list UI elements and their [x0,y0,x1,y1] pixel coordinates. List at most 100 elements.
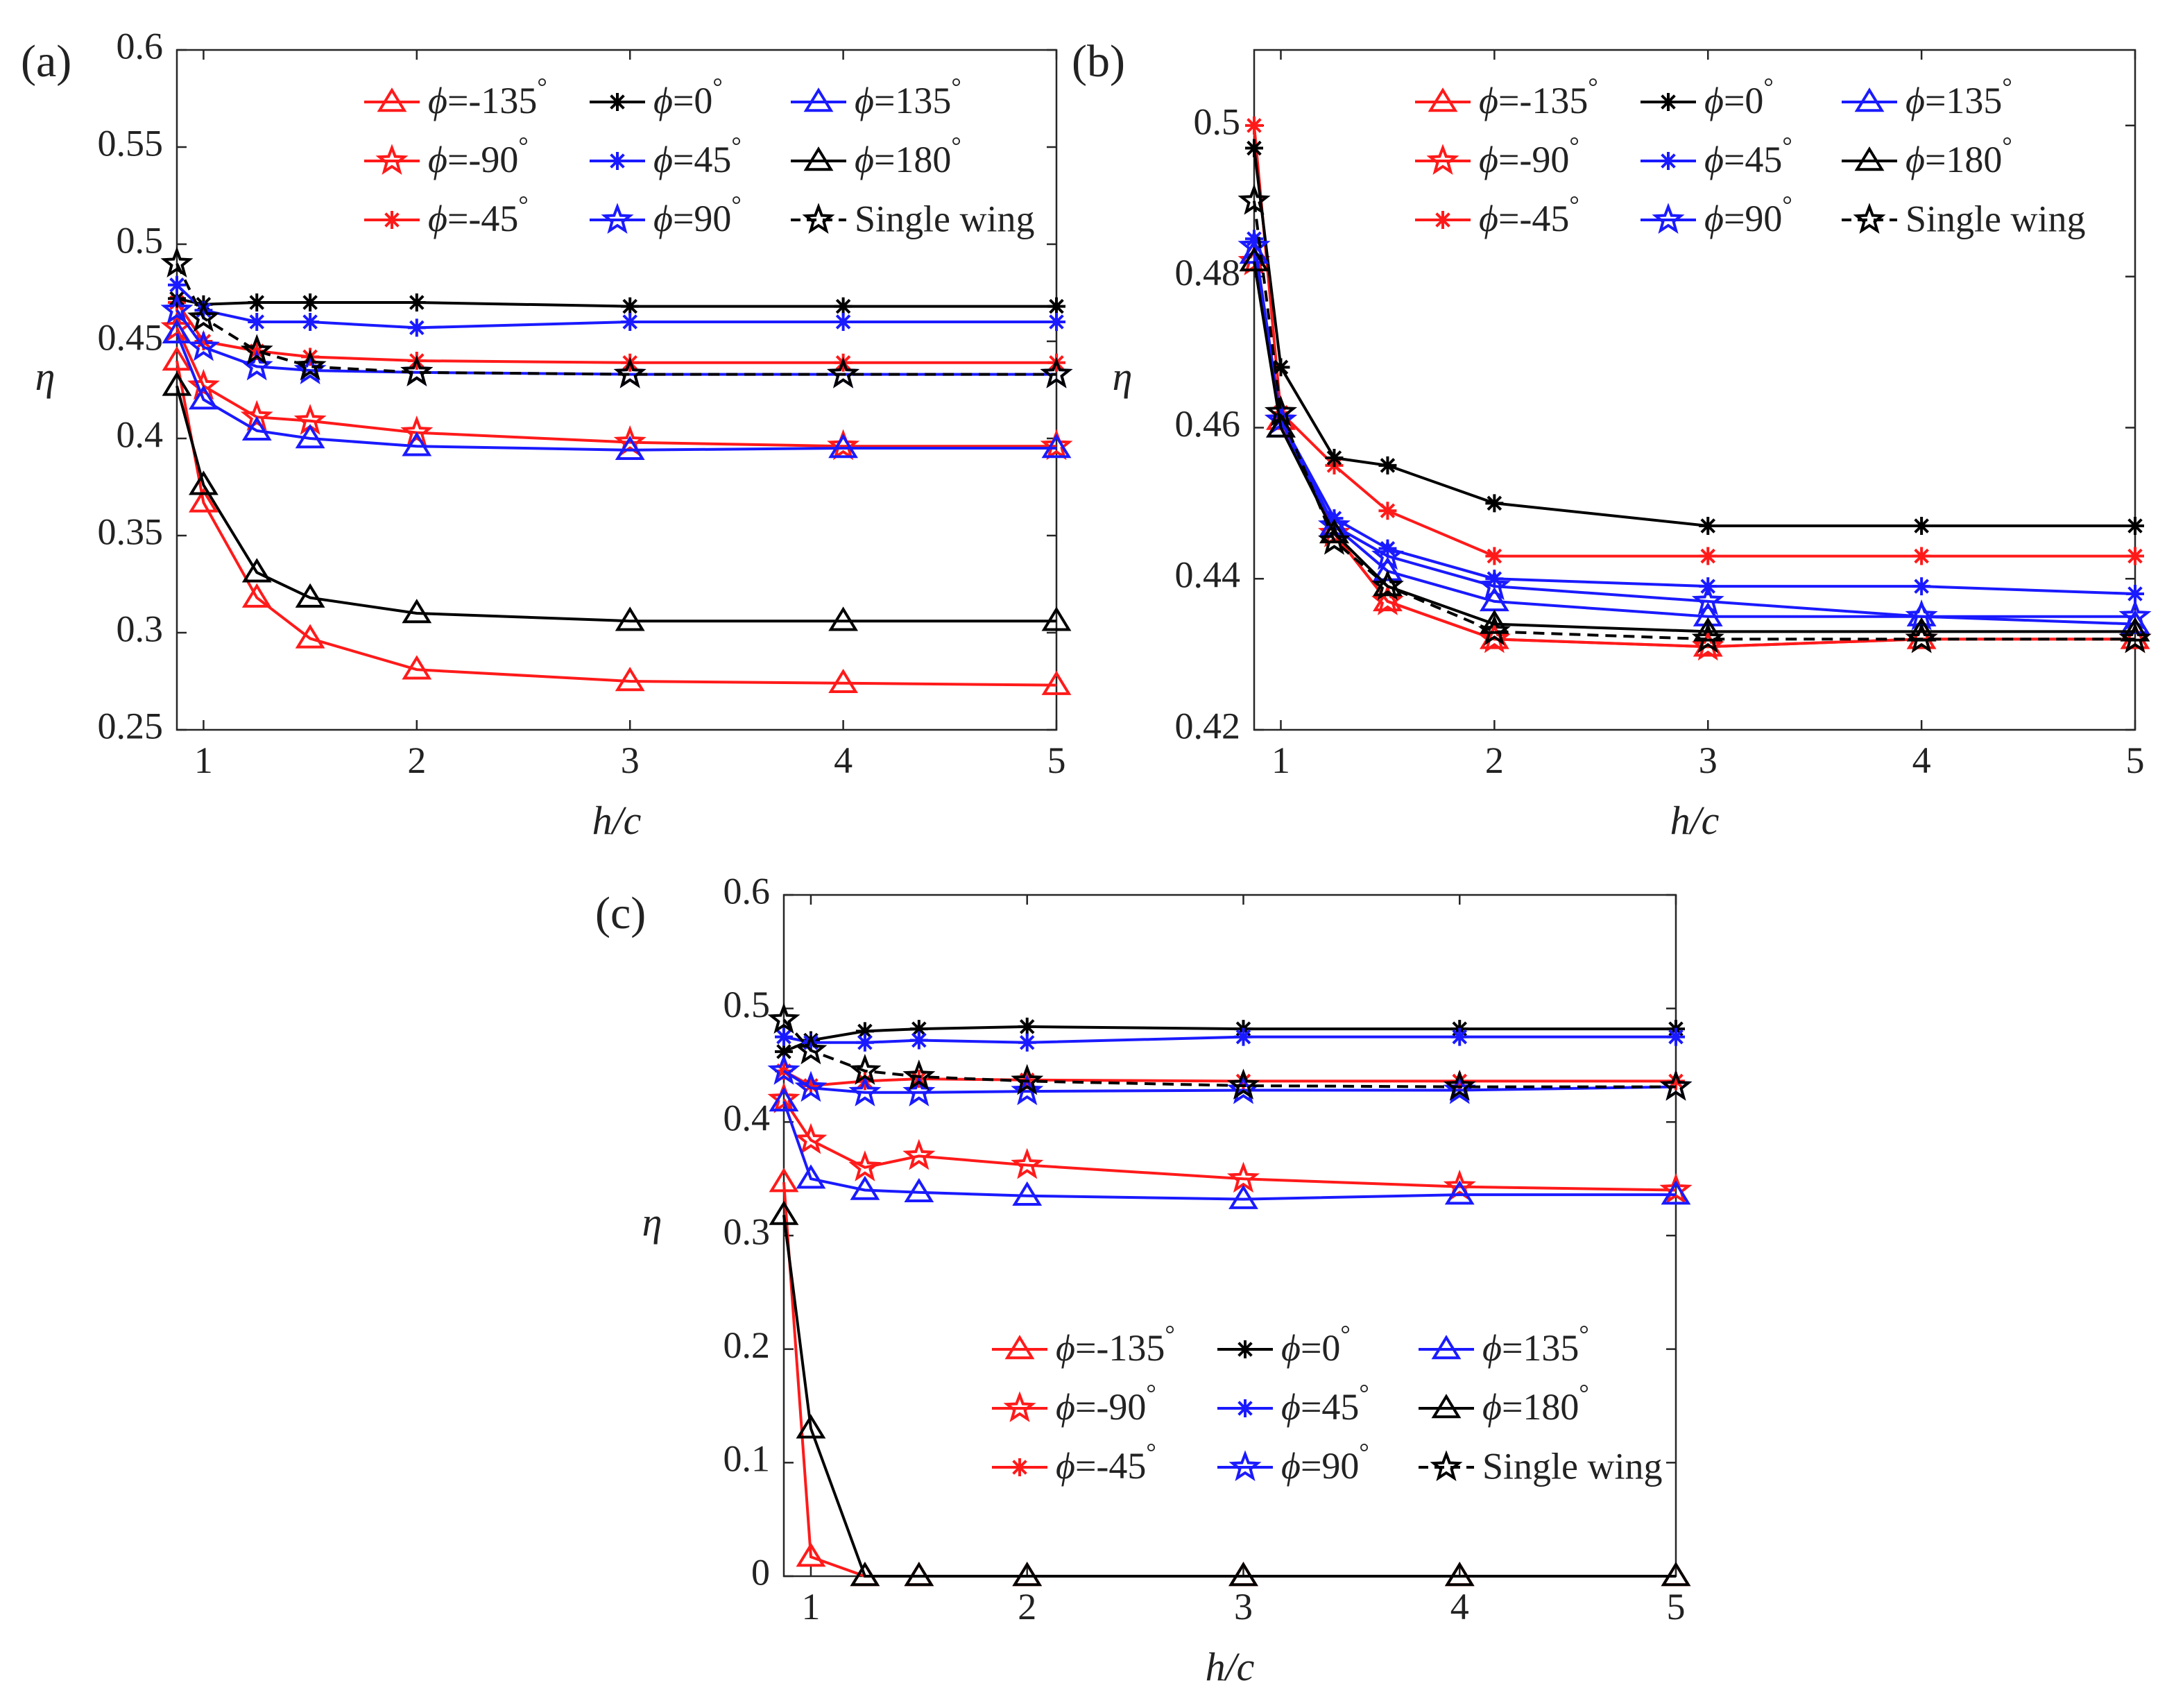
data-point [240,349,273,381]
data-point [1041,670,1072,695]
data-point [848,1075,882,1107]
legend-label: ϕ=-45° [428,191,529,239]
data-point [827,357,860,388]
legend-marker [803,87,834,112]
series-phi-180 [769,1200,1691,1587]
series-single-wing [1237,184,2152,654]
chart-panel-c: 1 2 3 4 500.10.20.30.40.50.6h/cη(c)ϕ=-135° ϕ=… [595,870,1693,1689]
data-point [621,297,640,316]
series-line [782,1098,1677,1192]
data-point [1659,1069,1693,1101]
data-point [162,371,192,396]
x-tick-label: 5 [1667,1586,1686,1628]
data-point [613,425,646,456]
chart-panel-b: 1 2 3 4 50.420.440.460.480.5h/cη(b)ϕ=-135° ϕ=… [1072,36,2152,843]
data-point [1378,456,1397,475]
data-point [241,558,272,583]
data-point [1444,1180,1475,1205]
data-point [1912,517,1931,535]
y-tick-label: 0.5 [723,984,771,1025]
data-point [1245,139,1263,157]
data-point [1444,1562,1475,1587]
data-point [2126,517,2144,535]
data-point [407,318,426,337]
y-tick-label: 0.6 [723,870,771,912]
data-point [828,606,859,631]
data-point [834,313,853,331]
x-tick-label: 3 [1699,740,1718,781]
data-point [796,1164,826,1189]
data-point [1237,184,1271,215]
legend-label: ϕ=-135° [428,73,547,121]
data-point [1012,1562,1043,1587]
x-tick-label: 5 [2126,740,2145,781]
legend-label: ϕ=180° [1905,132,2012,180]
data-point [904,1177,934,1203]
x-tick-label: 2 [407,740,426,781]
data-point [1245,230,1263,248]
y-tick-label: 0.55 [98,122,164,164]
legend-marker [1854,87,1885,112]
data-point [295,424,325,449]
series-phi-0 [1245,139,2144,535]
data-point [1378,539,1397,558]
data-point [1317,524,1351,555]
data-point [1040,429,1073,461]
data-point [187,300,220,332]
x-tick-label: 3 [1234,1586,1253,1628]
legend-marker [1854,146,1885,171]
x-axis-label: h/c [1206,1644,1255,1689]
y-tick-label: 0.42 [1175,705,1241,746]
legend-label: ϕ=135° [1905,73,2012,121]
data-point [301,313,320,331]
data-point [775,1061,793,1080]
panel-label: (a) [21,36,71,87]
data-point [189,488,219,513]
y-tick-label: 0.6 [117,25,164,67]
legend-label: Single wing [1905,198,2086,239]
data-point [400,415,434,447]
data-point [1661,1562,1691,1587]
series-line [175,385,1056,623]
data-point [1443,1069,1476,1101]
data-point [621,313,640,331]
legend-label: ϕ=0° [1704,73,1774,121]
series-line [1253,148,2135,527]
data-point [1041,434,1072,459]
legend: ϕ=-135° ϕ=0° ϕ=135° ϕ=-90° ϕ=45° ϕ=180° ϕ=-45°… [364,73,1035,239]
legend-marker [1853,203,1886,234]
data-point [827,429,860,461]
data-point [801,1033,820,1052]
legend: ϕ=-135° ϕ=0° ϕ=135° ϕ=-90° ϕ=45° ϕ=180° ϕ=-45°… [992,1320,1663,1487]
y-tick-label: 0.48 [1175,252,1241,293]
series-phi-135 [769,1087,1691,1209]
x-tick-label: 3 [621,740,640,781]
data-point [904,1562,934,1587]
data-point [187,330,220,361]
data-point [1667,1027,1685,1046]
data-point [241,416,272,441]
data-point [1047,313,1065,331]
data-point [769,1200,799,1225]
y-tick-label: 0.46 [1175,403,1241,445]
series-line [782,1018,1676,1088]
legend-marker [1652,203,1685,234]
legend-label: ϕ=135° [1482,1320,1589,1369]
data-point [615,667,645,692]
data-point [1266,413,1296,438]
data-point [1011,1074,1044,1106]
data-point [1226,1161,1260,1193]
data-point [400,355,434,386]
x-tick-label: 1 [1271,740,1290,781]
data-point [1047,297,1065,316]
chart-panel-a: 1 2 3 4 5 0.25 0.3 0.35 0.4 0.45 0.5 0.55 0.6 h/c η (a)… [21,25,1073,843]
legend-label: ϕ=-135° [1479,73,1598,121]
legend-label: ϕ=180° [855,132,961,180]
data-point [855,1022,874,1041]
data-point [1479,609,1509,634]
data-point [240,334,273,366]
y-axis-label: η [1113,354,1133,399]
data-point [295,583,325,608]
data-point [240,400,273,432]
legend-marker [803,146,834,171]
